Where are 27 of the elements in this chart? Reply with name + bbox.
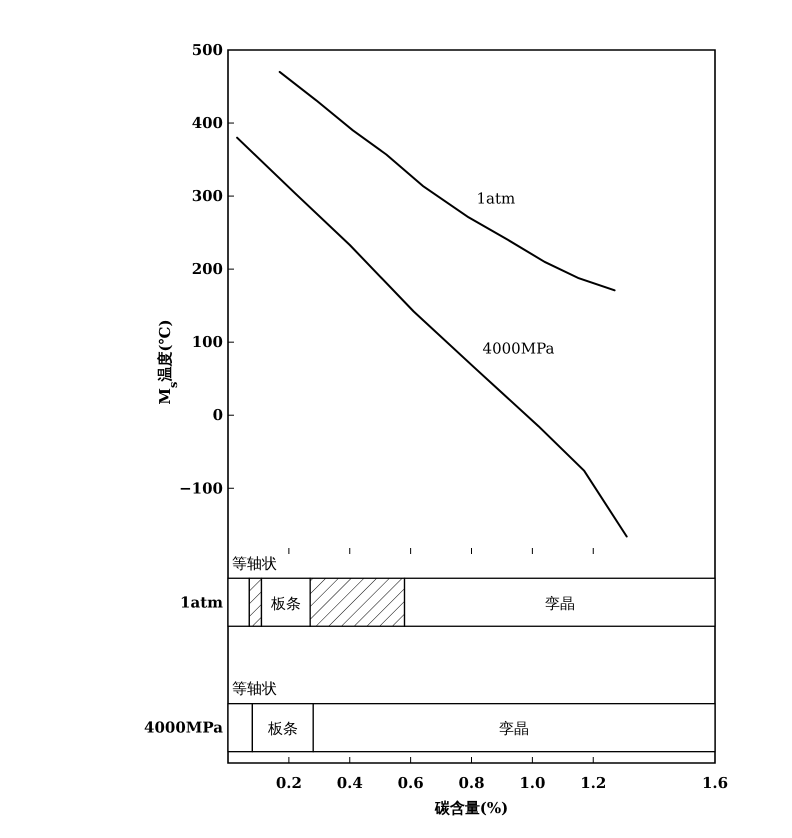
x-tick-label: 0.8 xyxy=(458,774,485,792)
series-label: 孪晶 xyxy=(544,594,575,612)
y-tick-label: 0 xyxy=(212,406,223,424)
x-tick-label: 1.0 xyxy=(519,774,546,792)
text: 板条 xyxy=(268,720,298,738)
y-tick-label: 300 xyxy=(192,187,223,206)
x-tick-label: 0.6 xyxy=(398,774,424,792)
y-tick-label: 1atm xyxy=(180,593,224,612)
x-axis-title: 碳含量(%) xyxy=(434,799,508,817)
x-tick-label: 1.6 xyxy=(702,774,728,792)
x-tick-label: 0.4 xyxy=(336,774,363,792)
y-tick-label: 400 xyxy=(192,114,223,132)
series-label: 板条 xyxy=(270,594,301,612)
series-label: 1atm xyxy=(476,189,516,208)
text: 孪晶 xyxy=(499,720,530,738)
x-tick-label: 0.2 xyxy=(276,774,302,792)
line-series xyxy=(236,136,628,538)
y-tick-label: 4000MPa xyxy=(144,718,224,737)
y-tick-label: −100 xyxy=(179,479,223,498)
series-label: 等轴状 xyxy=(232,554,277,572)
text: 等轴状 xyxy=(232,680,277,698)
y-tick-label: 200 xyxy=(192,260,223,278)
series-label: 4000MPa xyxy=(482,340,554,358)
x-tick-label: 1.2 xyxy=(580,774,606,792)
y-tick-label: 500 xyxy=(192,41,223,59)
line-series xyxy=(278,70,616,292)
y-tick-label: 100 xyxy=(192,333,223,352)
